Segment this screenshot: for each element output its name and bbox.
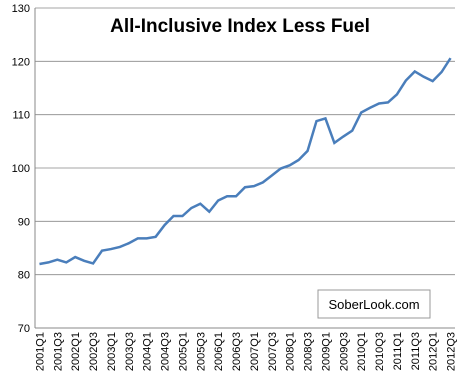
x-tick-label: 2007Q3: [267, 332, 279, 371]
chart-title: All-Inclusive Index Less Fuel: [110, 16, 370, 37]
x-tick-label: 2006Q3: [231, 332, 243, 371]
y-tick-label: 120: [12, 56, 30, 68]
x-tick-label: 2008Q3: [303, 332, 315, 371]
y-tick-label: 90: [18, 216, 30, 228]
y-tick-label: 130: [12, 3, 30, 15]
x-tick-label: 2002Q3: [88, 332, 100, 371]
x-tick-label: 2001Q3: [52, 332, 64, 371]
x-tick-label: 2003Q1: [106, 332, 118, 371]
x-tick-label: 2012Q3: [446, 332, 458, 371]
x-tick-label: 2011Q1: [392, 332, 404, 370]
x-tick-label: 2010Q3: [374, 332, 386, 371]
x-tick-label: 2009Q3: [338, 332, 350, 371]
x-tick-label: 2004Q1: [142, 332, 154, 371]
y-tick-label: 100: [12, 163, 30, 175]
x-tick-label: 2001Q1: [34, 332, 46, 371]
x-tick-label: 2002Q1: [70, 332, 82, 371]
x-tick-label: 2008Q1: [285, 332, 297, 371]
x-tick-label: 2012Q1: [428, 332, 440, 371]
x-tick-label: 2004Q3: [160, 332, 172, 371]
data-line: [39, 57, 452, 266]
annotation: SoberLook.com: [328, 297, 419, 312]
x-tick-label: 2003Q3: [124, 332, 136, 371]
annotation-box: [317, 289, 431, 319]
y-tick-label: 80: [18, 270, 30, 282]
x-tick-label: 2011Q3: [410, 332, 422, 370]
x-tick-label: 2007Q1: [249, 332, 261, 371]
x-tick-label: 2009Q1: [320, 332, 332, 371]
x-tick-label: 2005Q3: [195, 332, 207, 371]
x-tick-label: 2005Q1: [177, 332, 189, 371]
y-tick-label: 70: [18, 323, 30, 335]
x-tick-label: 2006Q1: [213, 332, 225, 371]
x-tick-label: 2010Q1: [356, 332, 368, 371]
y-tick-label: 110: [12, 110, 30, 122]
